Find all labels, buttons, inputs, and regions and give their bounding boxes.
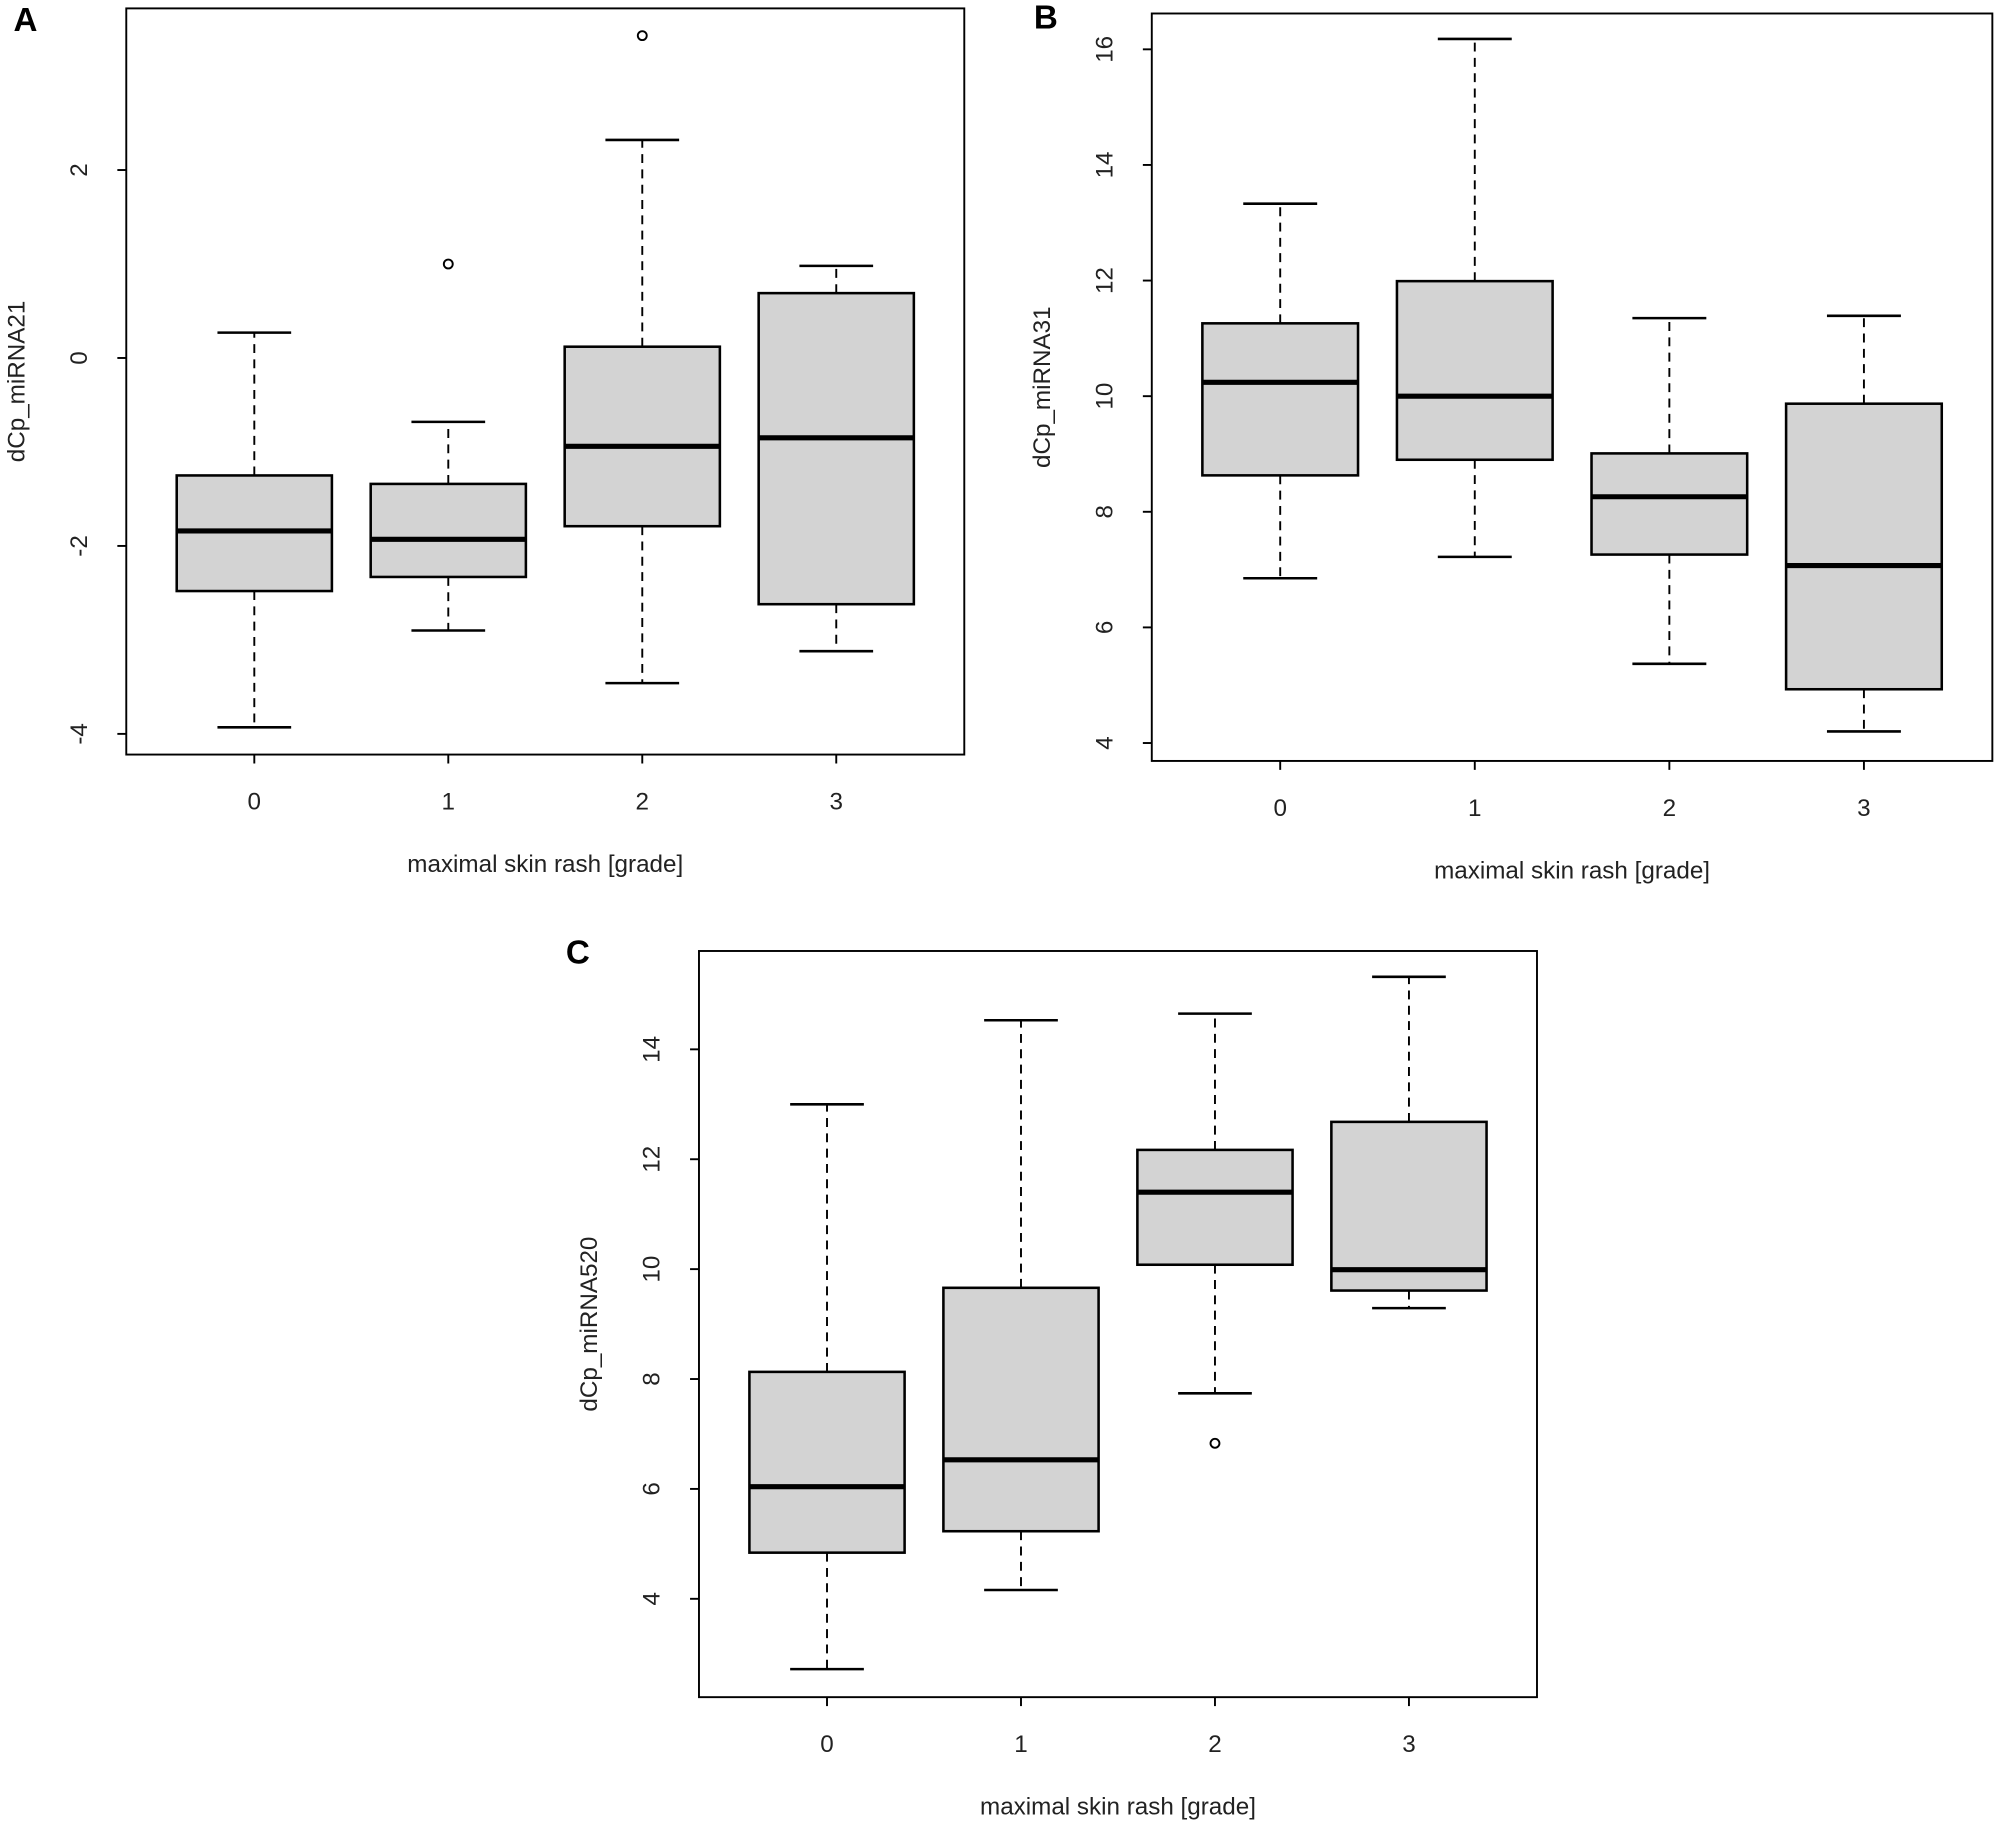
x-axis-label: maximal skin rash [grade] [980,1794,1256,1821]
y-tick-label: 12 [638,1146,665,1173]
box [1784,402,1944,691]
panel-label: B [1034,0,1058,37]
y-tick-label: 14 [638,1036,665,1063]
plot-frame [125,7,966,756]
x-tick-label: 0 [820,1731,833,1758]
x-tick-label: 2 [1663,795,1676,822]
box [1201,322,1360,477]
y-tick-label: -2 [66,535,93,557]
x-tick-label: 1 [442,788,455,815]
x-tick-label: 1 [1468,795,1481,822]
x-tick-label: 0 [248,788,261,815]
box [757,291,916,606]
y-tick-label: 10 [1091,383,1118,410]
x-tick-label: 0 [1273,795,1286,822]
outlier [1209,1437,1221,1449]
y-tick-label: 12 [1091,267,1118,294]
x-tick-label: 2 [1208,1731,1221,1758]
y-tick-label: 8 [638,1372,665,1385]
box [942,1286,1100,1533]
y-axis-label: dCp_miRNA520 [576,1237,603,1412]
x-tick-label: 3 [830,788,843,815]
x-axis-label: maximal skin rash [grade] [407,851,683,878]
box [1590,452,1749,556]
x-axis-label: maximal skin rash [grade] [1434,857,1710,884]
y-tick-label: 6 [1091,621,1118,634]
box [1395,279,1554,462]
plot-frame [698,950,1538,1699]
box [1136,1148,1294,1267]
box [369,482,528,579]
box [563,345,722,528]
x-tick-label: 3 [1402,1731,1415,1758]
y-tick-label: 4 [1091,736,1118,749]
plot-frame [1150,12,1994,762]
y-tick-label: -4 [66,723,93,745]
y-tick-label: 10 [638,1256,665,1283]
panel-label: C [566,935,590,972]
y-tick-label: 6 [638,1482,665,1495]
outlier [442,258,454,270]
y-tick-label: 16 [1091,36,1118,63]
box [1330,1120,1488,1292]
y-axis-label: dCp_miRNA21 [3,301,30,463]
y-tick-label: 14 [1091,151,1118,178]
y-tick-label: 8 [1091,505,1118,518]
panel-label: A [14,2,38,39]
x-tick-label: 3 [1857,795,1870,822]
y-tick-label: 0 [66,351,93,364]
box [748,1370,906,1554]
y-axis-label: dCp_miRNA31 [1029,306,1056,468]
outlier [636,30,648,42]
y-tick-label: 4 [638,1592,665,1605]
x-tick-label: 2 [636,788,649,815]
x-tick-label: 1 [1014,1731,1027,1758]
y-tick-label: 2 [66,163,93,176]
